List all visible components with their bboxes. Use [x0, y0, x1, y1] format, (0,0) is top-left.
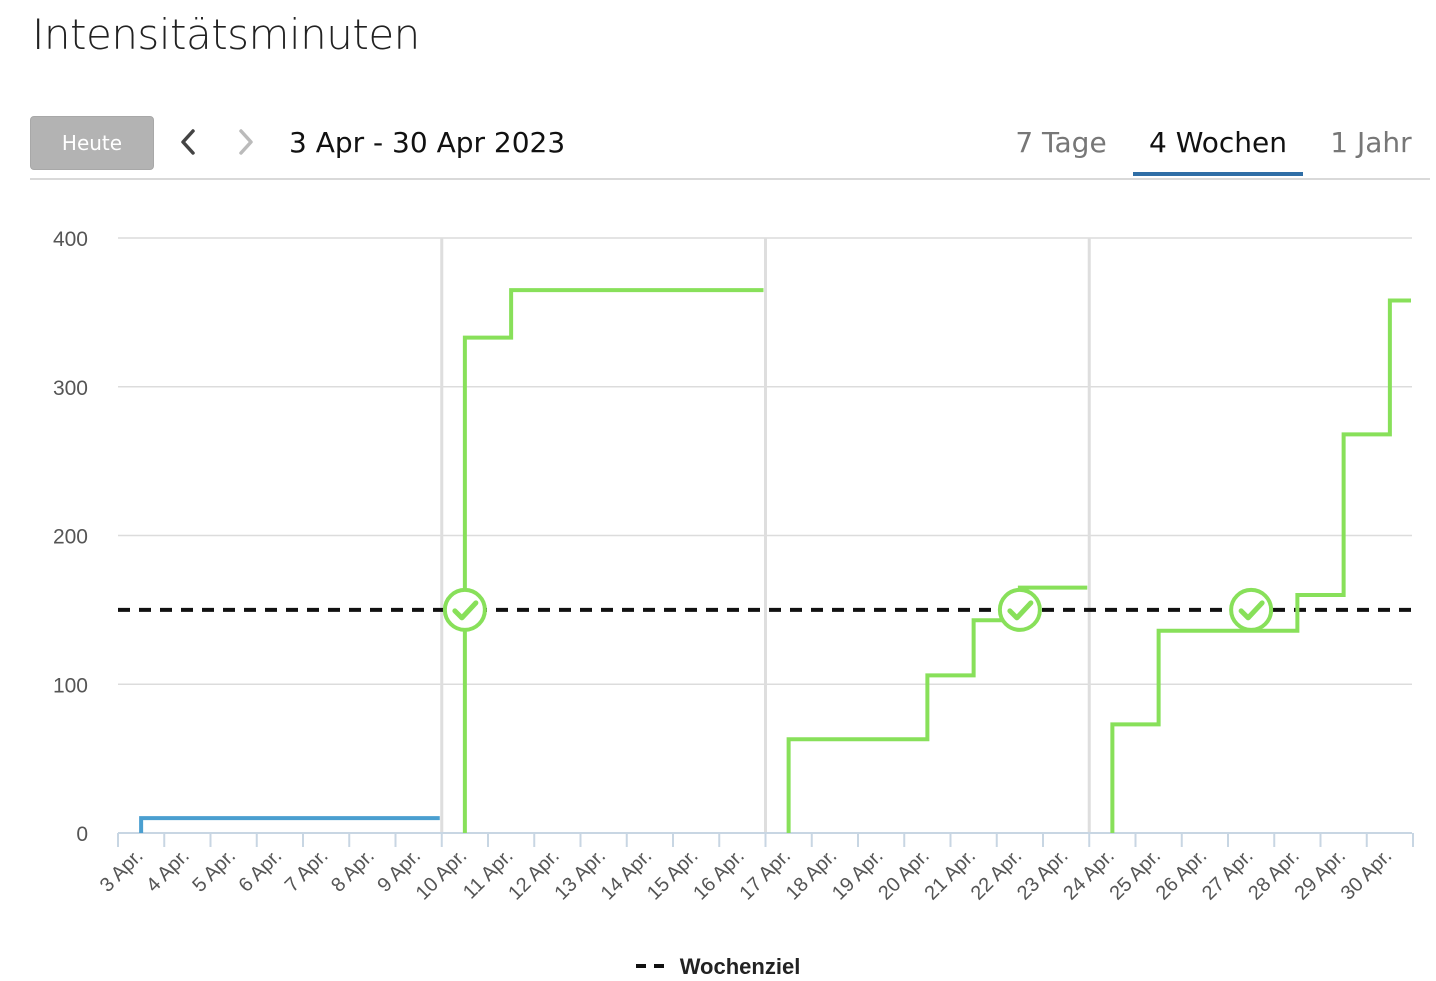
previous-period-button[interactable]	[170, 122, 206, 162]
x-tick-label: 4 Apr.	[142, 845, 194, 897]
legend-dashed-line-swatch	[635, 964, 670, 969]
x-tick-label: 7 Apr.	[281, 845, 333, 897]
x-tick-label: 13 Apr.	[550, 845, 610, 905]
x-tick-label: 3 Apr.	[96, 845, 148, 897]
page-title: Intensitätsminuten	[32, 10, 420, 59]
y-tick-label: 100	[53, 674, 88, 697]
date-range-label: 3 Apr - 30 Apr 2023	[289, 126, 566, 159]
goal-reached-marker	[1229, 587, 1274, 632]
x-tick-label: 10 Apr.	[412, 845, 472, 905]
tab-1-year[interactable]: 1 Jahr	[1330, 126, 1412, 159]
x-tick-label: 18 Apr.	[782, 845, 842, 905]
tab-4-weeks[interactable]: 4 Wochen	[1133, 124, 1303, 176]
chevron-right-icon	[239, 129, 253, 155]
y-tick-label: 0	[76, 823, 88, 846]
x-tick-label: 21 Apr.	[920, 845, 980, 905]
next-period-button[interactable]	[228, 122, 264, 162]
intensity-minutes-chart: 0 100 200 300 400 3 Apr.4 Apr.5 Apr.6 Apr.7 A…	[53, 228, 1414, 905]
goal-reached-marker	[997, 587, 1042, 632]
x-tick-label: 12 Apr.	[504, 845, 564, 905]
x-tick-label: 28 Apr.	[1244, 845, 1304, 905]
x-tick-label: 19 Apr.	[828, 845, 888, 905]
x-tick-label: 29 Apr.	[1290, 845, 1350, 905]
x-tick-label: 16 Apr.	[689, 845, 749, 905]
x-tick-label: 30 Apr.	[1337, 845, 1397, 905]
check-circle-icon	[1007, 600, 1034, 621]
week-series-line	[786, 585, 1088, 833]
x-tick-label: 6 Apr.	[235, 845, 287, 897]
chevron-left-icon	[181, 129, 195, 155]
x-tick-label: 17 Apr.	[735, 845, 795, 905]
x-tick-label: 15 Apr.	[643, 845, 703, 905]
x-tick-label: 25 Apr.	[1105, 845, 1165, 905]
x-tick-label: 8 Apr.	[327, 845, 379, 897]
x-tick-label: 27 Apr.	[1198, 845, 1258, 905]
x-tick-label: 14 Apr.	[597, 845, 657, 905]
y-tick-label: 300	[53, 377, 88, 400]
x-tick-label: 26 Apr.	[1152, 845, 1212, 905]
x-tick-label: 23 Apr.	[1013, 845, 1073, 905]
x-tick-label: 24 Apr.	[1059, 845, 1119, 905]
x-tick-label: 22 Apr.	[967, 845, 1027, 905]
goal-reached-marker	[442, 587, 487, 632]
week-series-line	[139, 816, 440, 833]
y-tick-label: 200	[53, 526, 88, 549]
tab-7-days[interactable]: 7 Tage	[1015, 126, 1107, 159]
legend-goal-label: Wochenziel	[679, 954, 801, 979]
today-button[interactable]: Heute	[30, 116, 154, 170]
x-tick-label: 20 Apr.	[874, 845, 934, 905]
check-circle-icon	[452, 600, 479, 621]
x-tick-label: 5 Apr.	[188, 845, 240, 897]
chart-legend: Wochenziel	[0, 954, 1436, 980]
y-tick-label: 400	[53, 228, 88, 251]
week-series-line	[1110, 298, 1411, 833]
check-circle-icon	[1238, 600, 1265, 621]
week-series-line	[462, 288, 764, 833]
toolbar: Heute 3 Apr - 30 Apr 2023 7 Tage 4 Woche…	[30, 116, 1430, 180]
